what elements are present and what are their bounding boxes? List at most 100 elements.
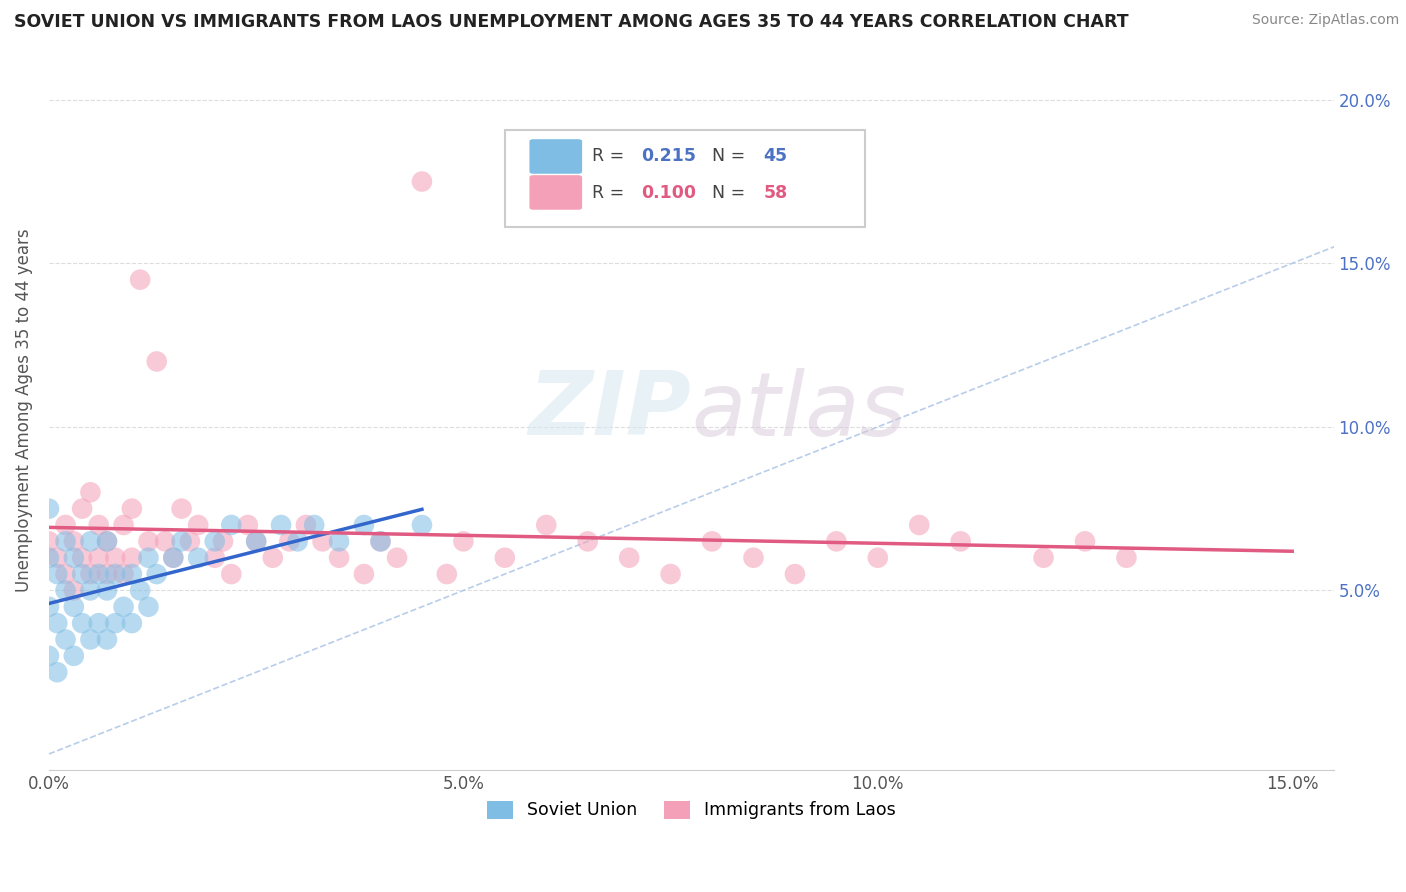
Point — [121, 567, 143, 582]
Point — [87, 518, 110, 533]
Point — [121, 501, 143, 516]
Point — [436, 567, 458, 582]
Point — [70, 550, 93, 565]
Point — [55, 518, 77, 533]
Point — [129, 273, 152, 287]
Point — [353, 518, 375, 533]
Point — [742, 550, 765, 565]
Point — [311, 534, 333, 549]
Text: 0.215: 0.215 — [641, 147, 696, 166]
Point — [38, 550, 60, 565]
Text: Source: ZipAtlas.com: Source: ZipAtlas.com — [1251, 13, 1399, 28]
Point — [245, 534, 267, 549]
Point — [121, 616, 143, 631]
Text: N =: N = — [711, 184, 751, 202]
Text: 58: 58 — [763, 184, 787, 202]
Point — [55, 534, 77, 549]
Point — [79, 485, 101, 500]
Point — [38, 599, 60, 614]
Point — [38, 534, 60, 549]
Point — [38, 501, 60, 516]
Y-axis label: Unemployment Among Ages 35 to 44 years: Unemployment Among Ages 35 to 44 years — [15, 228, 32, 592]
Point — [162, 550, 184, 565]
Point — [112, 518, 135, 533]
Point — [138, 599, 160, 614]
Point — [70, 616, 93, 631]
Point — [87, 616, 110, 631]
Point — [63, 583, 86, 598]
Point — [112, 567, 135, 582]
Point — [187, 518, 209, 533]
Point — [170, 501, 193, 516]
Point — [96, 632, 118, 647]
Point — [104, 616, 127, 631]
Point — [70, 501, 93, 516]
Point — [145, 354, 167, 368]
Point — [866, 550, 889, 565]
Point — [204, 534, 226, 549]
Point — [170, 534, 193, 549]
Point — [96, 567, 118, 582]
Point — [79, 534, 101, 549]
Text: 45: 45 — [763, 147, 787, 166]
Point — [153, 534, 176, 549]
Point — [79, 632, 101, 647]
Point — [46, 550, 69, 565]
Point — [783, 567, 806, 582]
Point — [87, 550, 110, 565]
Point — [270, 518, 292, 533]
Point — [1074, 534, 1097, 549]
Point — [411, 518, 433, 533]
Point — [1032, 550, 1054, 565]
Text: atlas: atlas — [692, 368, 907, 453]
Point — [908, 518, 931, 533]
Point — [576, 534, 599, 549]
Point — [494, 550, 516, 565]
Point — [138, 550, 160, 565]
Legend: Soviet Union, Immigrants from Laos: Soviet Union, Immigrants from Laos — [481, 794, 903, 826]
Point — [96, 534, 118, 549]
Point — [55, 583, 77, 598]
Text: ZIP: ZIP — [529, 367, 692, 454]
Text: N =: N = — [711, 147, 751, 166]
Point — [328, 534, 350, 549]
Text: R =: R = — [592, 147, 630, 166]
Point — [79, 583, 101, 598]
Point — [87, 567, 110, 582]
Point — [96, 583, 118, 598]
Point — [46, 616, 69, 631]
Point — [302, 518, 325, 533]
Point — [46, 567, 69, 582]
Point — [221, 518, 243, 533]
Point — [536, 518, 558, 533]
Point — [385, 550, 408, 565]
Text: SOVIET UNION VS IMMIGRANTS FROM LAOS UNEMPLOYMENT AMONG AGES 35 TO 44 YEARS CORR: SOVIET UNION VS IMMIGRANTS FROM LAOS UNE… — [14, 13, 1129, 31]
Point — [245, 534, 267, 549]
Point — [617, 550, 640, 565]
Point — [212, 534, 235, 549]
Point — [700, 534, 723, 549]
Point — [63, 599, 86, 614]
Point — [70, 567, 93, 582]
Point — [453, 534, 475, 549]
Point — [162, 550, 184, 565]
Point — [138, 534, 160, 549]
Point — [112, 599, 135, 614]
Point — [370, 534, 392, 549]
Text: R =: R = — [592, 184, 630, 202]
Point — [295, 518, 318, 533]
Point — [1115, 550, 1137, 565]
FancyBboxPatch shape — [530, 139, 582, 174]
FancyBboxPatch shape — [505, 130, 865, 227]
Point — [262, 550, 284, 565]
Point — [370, 534, 392, 549]
Point — [179, 534, 201, 549]
Point — [287, 534, 309, 549]
Point — [659, 567, 682, 582]
Point — [79, 567, 101, 582]
Point — [55, 567, 77, 582]
Point — [104, 567, 127, 582]
Text: 0.100: 0.100 — [641, 184, 696, 202]
Point — [96, 534, 118, 549]
Point — [121, 550, 143, 565]
